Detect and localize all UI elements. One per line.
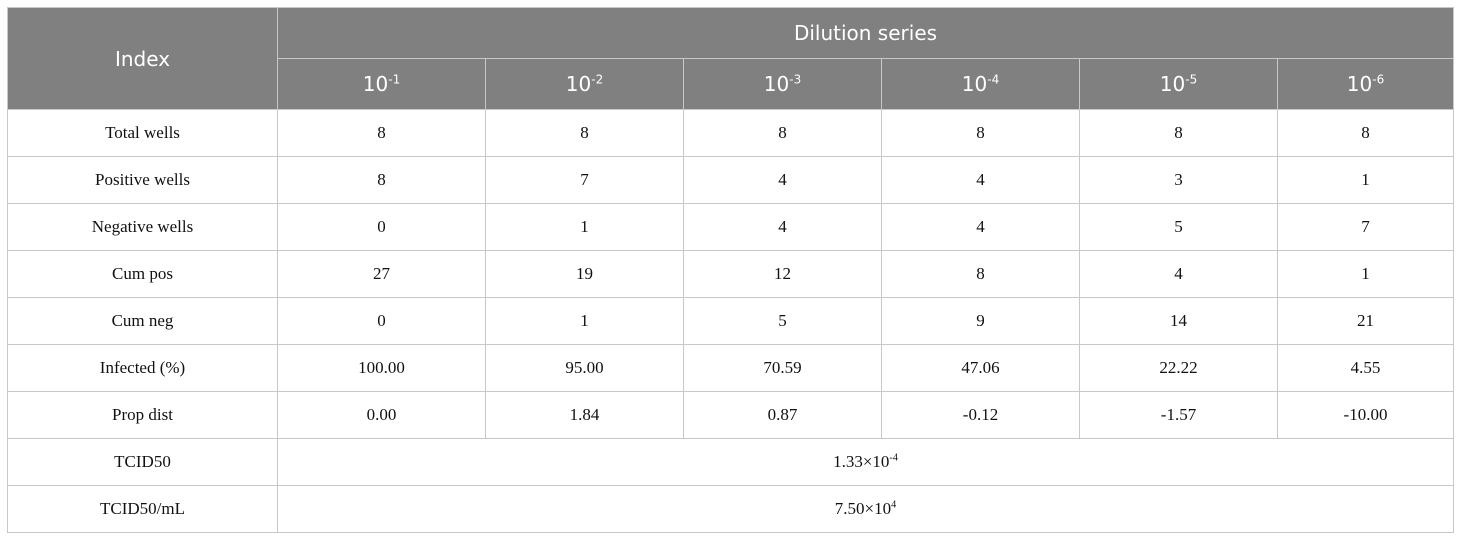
group-header: Dilution series bbox=[277, 7, 1454, 59]
table-body: Total wells 8 8 8 8 8 8 Positive wells 8 7 4 4 3 1 Neg… bbox=[7, 109, 1454, 533]
dilution-header: 10-6 bbox=[1277, 58, 1454, 110]
header-row: Index Dilution series bbox=[7, 7, 1454, 110]
summary-row: TCID50/mL 7.50×104 bbox=[7, 485, 1454, 533]
cell: 8 bbox=[881, 109, 1080, 157]
exponent: -4 bbox=[889, 452, 898, 464]
cell: 12 bbox=[683, 250, 882, 298]
dilution-header: 10-1 bbox=[277, 58, 486, 110]
cell: 1.84 bbox=[485, 391, 684, 439]
cell: 8 bbox=[881, 250, 1080, 298]
table-row: Infected (%) 100.00 95.00 70.59 47.06 22.22 4.… bbox=[7, 344, 1454, 392]
cell: 21 bbox=[1277, 297, 1454, 345]
row-label: TCID50/mL bbox=[7, 485, 278, 533]
row-label: Infected (%) bbox=[7, 344, 278, 392]
base: 7.50×10 bbox=[834, 499, 892, 518]
row-label: Total wells bbox=[7, 109, 278, 157]
summary-row: TCID50 1.33×10-4 bbox=[7, 438, 1454, 486]
dilution-header: 10-5 bbox=[1079, 58, 1278, 110]
cell: 4 bbox=[881, 156, 1080, 204]
cell: 19 bbox=[485, 250, 684, 298]
cell: 1 bbox=[485, 297, 684, 345]
base: 10 bbox=[763, 72, 790, 96]
cell: 70.59 bbox=[683, 344, 882, 392]
cell: 8 bbox=[1079, 109, 1278, 157]
cell: 4 bbox=[1079, 250, 1278, 298]
summary-value: 7.50×104 bbox=[277, 485, 1454, 533]
exponent: -2 bbox=[591, 72, 604, 87]
row-label: Cum neg bbox=[7, 297, 278, 345]
cell: 100.00 bbox=[277, 344, 486, 392]
cell: 7 bbox=[1277, 203, 1454, 251]
summary-value: 1.33×10-4 bbox=[277, 438, 1454, 486]
cell: 5 bbox=[1079, 203, 1278, 251]
cell: 7 bbox=[485, 156, 684, 204]
exponent: 4 bbox=[891, 499, 897, 511]
base: 10 bbox=[1159, 72, 1186, 96]
row-label: Positive wells bbox=[7, 156, 278, 204]
base: 10 bbox=[362, 72, 389, 96]
table-head: Index Dilution series 10-1 10-2 10-3 10-4 10… bbox=[7, 7, 1454, 110]
cell: 8 bbox=[683, 109, 882, 157]
header-row: 10-1 10-2 10-3 10-4 10-5 10-6 bbox=[8, 58, 1454, 110]
cell: 8 bbox=[277, 109, 486, 157]
cell: 8 bbox=[485, 109, 684, 157]
cell: 1 bbox=[1277, 156, 1454, 204]
cell: 8 bbox=[1277, 109, 1454, 157]
exponent: -6 bbox=[1372, 72, 1385, 87]
cell: 4.55 bbox=[1277, 344, 1454, 392]
data-table: Index Dilution series 10-1 10-2 10-3 10-4 10… bbox=[7, 7, 1454, 533]
base: 10 bbox=[1346, 72, 1373, 96]
table-row: Negative wells 0 1 4 4 5 7 bbox=[7, 203, 1454, 251]
exponent: -3 bbox=[789, 72, 802, 87]
cell: 5 bbox=[683, 297, 882, 345]
dilution-header: 10-4 bbox=[881, 58, 1080, 110]
row-label: Cum pos bbox=[7, 250, 278, 298]
cell: 4 bbox=[881, 203, 1080, 251]
cell: 4 bbox=[683, 203, 882, 251]
base: 10 bbox=[565, 72, 592, 96]
cell: 22.22 bbox=[1079, 344, 1278, 392]
exponent: -1 bbox=[388, 72, 401, 87]
cell: 27 bbox=[277, 250, 486, 298]
cell: 1 bbox=[1277, 250, 1454, 298]
exponent: -4 bbox=[987, 72, 1000, 87]
base: 10 bbox=[961, 72, 988, 96]
cell: -1.57 bbox=[1079, 391, 1278, 439]
cell: 0 bbox=[277, 203, 486, 251]
cell: 0.87 bbox=[683, 391, 882, 439]
exponent: -5 bbox=[1185, 72, 1198, 87]
row-label: TCID50 bbox=[7, 438, 278, 486]
dilution-header: 10-3 bbox=[683, 58, 882, 110]
table-row: Cum pos 27 19 12 8 4 1 bbox=[7, 250, 1454, 298]
cell: 3 bbox=[1079, 156, 1278, 204]
cell: 8 bbox=[277, 156, 486, 204]
table-row: Total wells 8 8 8 8 8 8 bbox=[7, 109, 1454, 157]
table-row: Cum neg 0 1 5 9 14 21 bbox=[7, 297, 1454, 345]
cell: 0.00 bbox=[277, 391, 486, 439]
cell: 0 bbox=[277, 297, 486, 345]
table-row: Positive wells 8 7 4 4 3 1 bbox=[7, 156, 1454, 204]
cell: 4 bbox=[683, 156, 882, 204]
base: 1.33×10 bbox=[833, 452, 890, 471]
row-label: Negative wells bbox=[7, 203, 278, 251]
table-row: Prop dist 0.00 1.84 0.87 -0.12 -1.57 -10.00 bbox=[7, 391, 1454, 439]
cell: -10.00 bbox=[1277, 391, 1454, 439]
index-header: Index bbox=[7, 7, 278, 110]
cell: 1 bbox=[485, 203, 684, 251]
cell: 47.06 bbox=[881, 344, 1080, 392]
cell: -0.12 bbox=[881, 391, 1080, 439]
cell: 95.00 bbox=[485, 344, 684, 392]
cell: 9 bbox=[881, 297, 1080, 345]
dilution-header: 10-2 bbox=[485, 58, 684, 110]
cell: 14 bbox=[1079, 297, 1278, 345]
row-label: Prop dist bbox=[7, 391, 278, 439]
